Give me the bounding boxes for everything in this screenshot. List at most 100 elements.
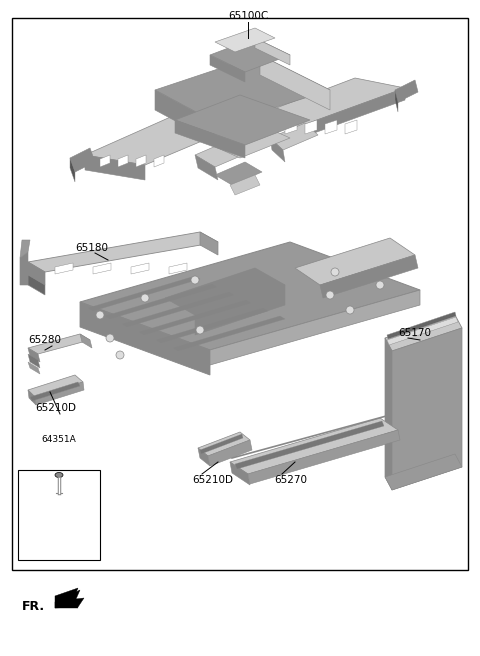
Polygon shape	[387, 317, 458, 345]
Polygon shape	[385, 315, 462, 351]
Polygon shape	[55, 263, 73, 274]
Polygon shape	[28, 334, 90, 354]
Polygon shape	[80, 242, 420, 350]
Polygon shape	[88, 276, 200, 311]
Polygon shape	[385, 338, 392, 490]
Polygon shape	[260, 55, 330, 110]
Polygon shape	[198, 448, 210, 466]
Polygon shape	[80, 334, 92, 348]
Polygon shape	[325, 120, 337, 134]
Circle shape	[141, 294, 149, 302]
Polygon shape	[28, 354, 40, 368]
Polygon shape	[270, 138, 285, 162]
Polygon shape	[155, 90, 220, 145]
Circle shape	[96, 311, 104, 319]
Text: FR.: FR.	[22, 600, 45, 613]
Circle shape	[376, 281, 384, 289]
Polygon shape	[305, 120, 317, 134]
Text: 65270: 65270	[274, 475, 307, 485]
Polygon shape	[154, 155, 164, 167]
Polygon shape	[385, 454, 462, 490]
Bar	[18, 470, 100, 560]
Text: 65280: 65280	[28, 335, 61, 345]
Polygon shape	[265, 120, 277, 134]
Polygon shape	[28, 362, 40, 374]
Polygon shape	[255, 38, 290, 65]
Polygon shape	[395, 80, 418, 102]
Polygon shape	[200, 232, 218, 255]
Polygon shape	[387, 312, 456, 339]
Polygon shape	[118, 155, 128, 167]
Polygon shape	[210, 55, 245, 82]
Polygon shape	[230, 175, 260, 195]
Polygon shape	[250, 78, 405, 128]
Circle shape	[191, 276, 199, 284]
Polygon shape	[20, 240, 30, 258]
Polygon shape	[28, 262, 45, 285]
Text: 64351A: 64351A	[42, 436, 76, 445]
Polygon shape	[395, 90, 398, 112]
Polygon shape	[35, 382, 84, 405]
Polygon shape	[215, 28, 275, 52]
Text: 65210D: 65210D	[35, 403, 76, 413]
Polygon shape	[156, 308, 268, 343]
Polygon shape	[210, 290, 420, 365]
Polygon shape	[235, 421, 384, 469]
Polygon shape	[175, 120, 245, 158]
Polygon shape	[139, 300, 251, 335]
Polygon shape	[230, 418, 398, 474]
Polygon shape	[55, 588, 78, 608]
Polygon shape	[20, 252, 28, 285]
Polygon shape	[270, 123, 318, 150]
Polygon shape	[198, 432, 250, 456]
Circle shape	[331, 268, 339, 276]
Bar	[12, 18, 468, 570]
Polygon shape	[200, 434, 243, 454]
Polygon shape	[85, 155, 145, 180]
Circle shape	[346, 306, 354, 314]
Polygon shape	[195, 140, 250, 167]
Polygon shape	[55, 590, 84, 608]
Polygon shape	[210, 38, 290, 72]
Polygon shape	[80, 302, 210, 375]
Polygon shape	[195, 285, 285, 335]
Polygon shape	[100, 155, 110, 167]
Text: 65210D: 65210D	[192, 475, 233, 485]
Polygon shape	[195, 155, 218, 180]
Polygon shape	[165, 268, 285, 315]
Polygon shape	[93, 263, 111, 274]
Text: 65180: 65180	[75, 243, 108, 253]
Polygon shape	[345, 120, 357, 134]
Polygon shape	[28, 275, 45, 295]
Text: 65100C: 65100C	[228, 11, 268, 21]
Circle shape	[106, 334, 114, 342]
Polygon shape	[131, 263, 149, 274]
Polygon shape	[155, 55, 330, 125]
Polygon shape	[30, 382, 80, 401]
Polygon shape	[392, 328, 462, 490]
Polygon shape	[285, 120, 297, 134]
Polygon shape	[28, 375, 83, 397]
Polygon shape	[230, 462, 250, 485]
Polygon shape	[208, 440, 252, 466]
Circle shape	[196, 326, 204, 334]
Polygon shape	[70, 158, 75, 182]
Polygon shape	[200, 120, 290, 158]
Polygon shape	[85, 115, 240, 165]
Polygon shape	[320, 255, 418, 298]
Polygon shape	[28, 232, 218, 272]
Polygon shape	[169, 263, 187, 274]
Polygon shape	[248, 430, 400, 484]
Circle shape	[116, 351, 124, 359]
Polygon shape	[215, 162, 262, 185]
Circle shape	[326, 291, 334, 299]
Polygon shape	[122, 292, 234, 327]
Polygon shape	[295, 238, 415, 285]
Text: 65170: 65170	[398, 328, 431, 338]
Polygon shape	[295, 88, 405, 140]
Ellipse shape	[55, 472, 63, 478]
Polygon shape	[28, 390, 36, 405]
Polygon shape	[70, 148, 95, 172]
Polygon shape	[105, 284, 217, 319]
Polygon shape	[173, 316, 285, 351]
